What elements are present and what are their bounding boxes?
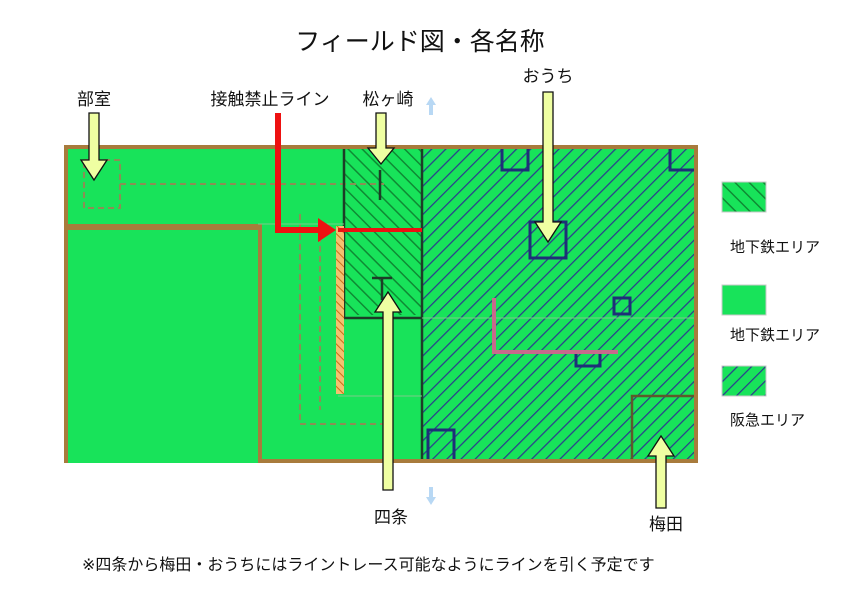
orange-wall — [336, 226, 344, 394]
annotations: 部室 接触禁止ライン 松ヶ崎 おうち 四条 梅田 — [77, 67, 683, 535]
field-map — [64, 97, 698, 505]
legend-swatch-subway-solid — [721, 284, 767, 316]
legend: 地下鉄エリア 地下鉄エリア 阪急エリア — [721, 181, 820, 429]
arrow-matsugasaki — [366, 112, 396, 166]
light-lines — [258, 223, 694, 397]
footnote: ※四条から梅田・おうちにはライントレース可能なようにラインを引く予定です — [82, 555, 655, 574]
inner-room-floor — [68, 230, 258, 463]
diagram-title: フィールド図・各名称 — [295, 27, 545, 56]
pink-line — [492, 298, 618, 354]
arrow-contact-line — [275, 113, 320, 233]
dashed-routes — [83, 159, 384, 425]
legend-label-1: 地下鉄エリア — [730, 238, 820, 256]
arrow-umeda — [646, 434, 676, 509]
arrow-contact-line-head — [318, 218, 336, 242]
label-matsugasaki: 松ヶ崎 — [363, 90, 414, 110]
hankyu-hatch-area — [422, 149, 694, 459]
legend-swatch-subway-hatch — [721, 181, 767, 213]
label-ouchi: おうち — [523, 67, 574, 87]
tiny-arrows — [426, 97, 436, 505]
arrow-bukai — [79, 112, 109, 182]
arrow-ouchi — [533, 91, 563, 244]
label-bukai: 部室 — [77, 90, 111, 110]
legend-swatch-hankyu-hatch — [721, 365, 767, 397]
label-contact-line: 接触禁止ライン — [211, 90, 330, 110]
legend-label-2: 地下鉄エリア — [730, 326, 820, 344]
legend-label-3: 阪急エリア — [730, 411, 805, 429]
umeda-box — [630, 394, 694, 459]
label-umeda: 梅田 — [649, 515, 683, 535]
arrow-shijo — [373, 290, 403, 491]
label-shijo: 四条 — [374, 508, 408, 528]
